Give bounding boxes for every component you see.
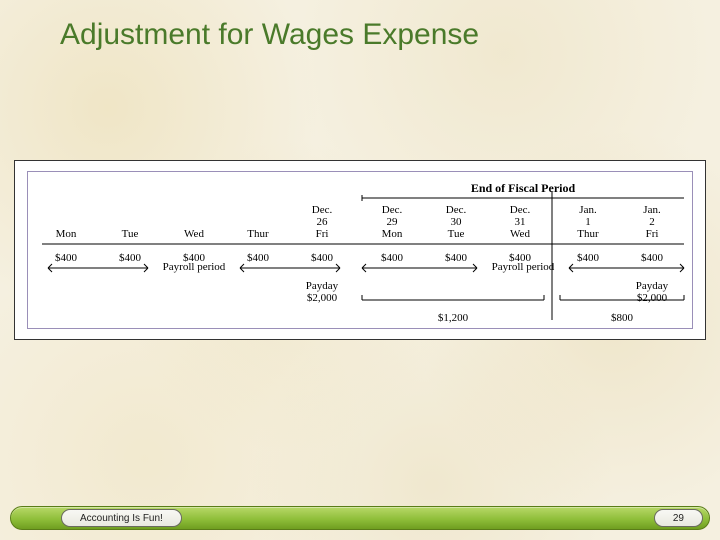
date-num-6: 30 xyxy=(451,216,462,228)
date-num-5: 29 xyxy=(387,216,398,228)
day-5: Mon xyxy=(382,228,403,240)
day-3: Thur xyxy=(247,228,268,240)
payroll-period-2: Payroll period xyxy=(492,261,555,273)
day-1: Tue xyxy=(122,228,139,240)
amount-4: $400 xyxy=(311,252,333,264)
diagram-inner-frame: End of Fiscal Period Mon $400 Tue $400 Wed $40… xyxy=(27,171,693,329)
date-month-4: Dec. xyxy=(312,204,332,216)
fiscal-period-label: End of Fiscal Period xyxy=(471,182,575,195)
day-8: Thur xyxy=(577,228,598,240)
date-month-8: Jan. xyxy=(579,204,596,216)
amount-8: $400 xyxy=(577,252,599,264)
date-month-9: Jan. xyxy=(643,204,660,216)
day-6: Tue xyxy=(448,228,465,240)
date-num-8: 1 xyxy=(585,216,591,228)
payday-2-amount: $2,000 xyxy=(637,292,667,304)
under-amount-1: $1,200 xyxy=(438,312,468,324)
date-num-7: 31 xyxy=(515,216,526,228)
amount-9: $400 xyxy=(641,252,663,264)
payroll-period-1: Payroll period xyxy=(163,261,226,273)
date-month-5: Dec. xyxy=(382,204,402,216)
payroll-diagram xyxy=(28,172,694,330)
slide-title: Adjustment for Wages Expense xyxy=(0,0,720,52)
amount-1: $400 xyxy=(119,252,141,264)
footer-caption: Accounting Is Fun! xyxy=(61,509,182,527)
slide-number: 29 xyxy=(654,509,703,527)
date-num-4: 26 xyxy=(317,216,328,228)
footer-bar: Accounting Is Fun! 29 xyxy=(10,506,710,530)
amount-3: $400 xyxy=(247,252,269,264)
amount-5: $400 xyxy=(381,252,403,264)
day-7: Wed xyxy=(510,228,530,240)
day-2: Wed xyxy=(184,228,204,240)
under-amount-2: $800 xyxy=(611,312,633,324)
day-4: Fri xyxy=(316,228,329,240)
payday-1-amount: $2,000 xyxy=(307,292,337,304)
date-month-6: Dec. xyxy=(446,204,466,216)
amount-0: $400 xyxy=(55,252,77,264)
day-0: Mon xyxy=(56,228,77,240)
date-num-9: 2 xyxy=(649,216,655,228)
diagram-outer-frame: End of Fiscal Period Mon $400 Tue $400 Wed $40… xyxy=(14,160,706,340)
day-9: Fri xyxy=(646,228,659,240)
date-month-7: Dec. xyxy=(510,204,530,216)
amount-6: $400 xyxy=(445,252,467,264)
payday-1-label: Payday xyxy=(306,280,338,292)
payday-2-label: Payday xyxy=(636,280,668,292)
